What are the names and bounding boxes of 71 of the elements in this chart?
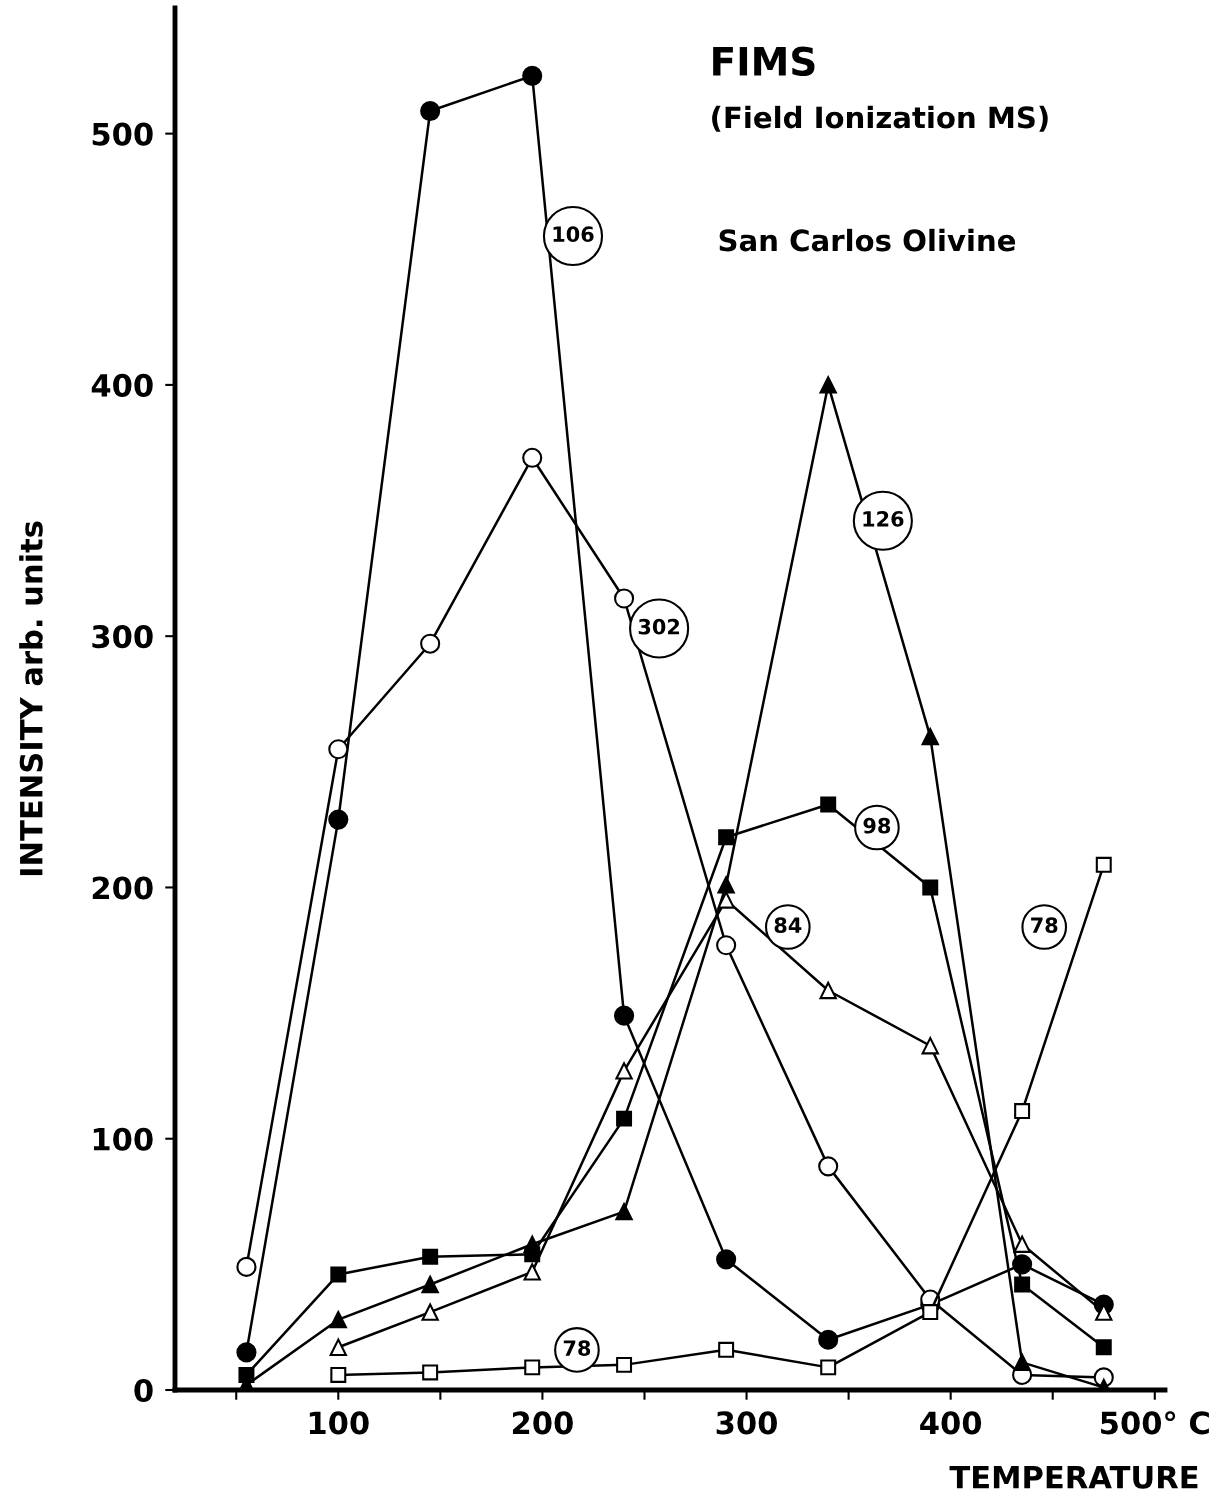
point — [524, 1246, 541, 1263]
point — [421, 1303, 439, 1321]
annotation: San Carlos Olivine — [719, 228, 1016, 252]
point — [422, 1248, 439, 1265]
point — [523, 1263, 541, 1281]
point — [819, 981, 837, 1000]
point — [819, 376, 837, 394]
y-tick-label: 200 — [92, 876, 153, 900]
point — [616, 1110, 633, 1127]
y-tick-label: 100 — [93, 1127, 153, 1151]
point — [718, 1341, 735, 1358]
series-label: 78 — [563, 1340, 591, 1356]
point — [524, 1359, 541, 1376]
point — [818, 1329, 839, 1350]
series-label: 84 — [774, 917, 802, 934]
point — [614, 588, 635, 609]
x-tick-label: 200 — [512, 1411, 573, 1435]
x-tick-label: 500° C — [1101, 1411, 1209, 1435]
point — [420, 633, 441, 654]
point — [1013, 1353, 1031, 1372]
point — [421, 1275, 439, 1294]
point — [717, 876, 735, 894]
point — [616, 1356, 633, 1373]
series-label: 98 — [863, 817, 891, 834]
series-label: 302 — [638, 618, 680, 635]
point — [921, 728, 939, 746]
series-label: 106 — [553, 226, 594, 243]
point — [328, 809, 349, 830]
point — [329, 1338, 347, 1356]
point — [1013, 1235, 1031, 1253]
point — [522, 447, 543, 468]
point — [330, 1266, 347, 1283]
point — [236, 1342, 257, 1363]
x-tick-label: 100 — [309, 1411, 369, 1435]
point — [1095, 856, 1112, 873]
x-tick-label: 300 — [716, 1411, 777, 1435]
y-axis-title: INTENSITY arb. units — [19, 521, 43, 876]
point — [422, 1364, 439, 1381]
point — [614, 1005, 635, 1026]
point — [921, 1037, 939, 1055]
x-tick-label: 400 — [920, 1411, 982, 1435]
point — [820, 1359, 837, 1376]
x-axis-title: TEMPERATURE — [949, 1465, 1198, 1489]
point — [922, 879, 939, 896]
point — [717, 891, 735, 909]
point — [1014, 1276, 1031, 1293]
point — [328, 739, 349, 760]
point — [1095, 1339, 1112, 1356]
point — [716, 1249, 737, 1270]
text: (Field Ionization MS) — [712, 105, 1048, 132]
y-tick-label: 400 — [91, 373, 153, 397]
point — [820, 796, 837, 813]
point — [615, 1202, 633, 1221]
point — [238, 1366, 255, 1383]
point — [420, 100, 441, 122]
y-tick-label: 500 — [92, 122, 153, 146]
point — [615, 1062, 633, 1080]
point — [716, 935, 737, 956]
text: 78 — [1031, 917, 1058, 934]
text: FIMS — [713, 46, 815, 76]
point — [818, 1156, 839, 1177]
point — [718, 829, 735, 846]
point — [922, 1304, 939, 1321]
point — [522, 65, 543, 86]
y-tick-label: 300 — [92, 625, 153, 649]
point — [329, 1310, 347, 1329]
point — [1014, 1103, 1031, 1120]
point — [236, 1256, 257, 1277]
point — [330, 1366, 347, 1383]
series-label: 126 — [863, 511, 904, 527]
y-tick-label: 0 — [134, 1378, 153, 1403]
